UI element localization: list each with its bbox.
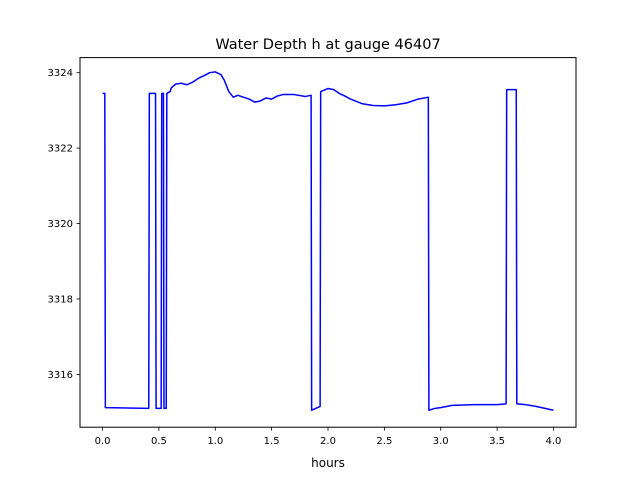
y-tick-label: 3318 <box>48 294 73 305</box>
x-tick-label: 3.5 <box>489 436 505 447</box>
x-tick-label: 4.0 <box>546 436 562 447</box>
series-line-0 <box>102 71 554 411</box>
axes-frame <box>79 57 577 428</box>
y-tick-label: 3322 <box>48 144 73 155</box>
x-tick-label: 0.0 <box>95 436 111 447</box>
x-axis-label: hours <box>311 456 345 470</box>
x-tick-label: 2.5 <box>376 436 392 447</box>
y-axis: 3316 3318 3320 3322 3324 <box>48 68 80 381</box>
series-layer <box>102 71 554 411</box>
x-tick-label: 2.0 <box>320 436 336 447</box>
y-tick-label: 3324 <box>48 68 73 79</box>
chart-title: Water Depth h at gauge 46407 <box>215 37 440 53</box>
y-tick-label: 3320 <box>48 219 73 230</box>
x-tick-label: 1.0 <box>207 436 223 447</box>
x-tick-label: 3.0 <box>433 436 449 447</box>
x-axis: 0.0 0.5 1.0 1.5 2.0 2.5 3.0 3.5 4.0 <box>95 427 562 447</box>
y-tick-label: 3316 <box>48 370 73 381</box>
x-tick-label: 0.5 <box>151 436 167 447</box>
x-tick-label: 1.5 <box>264 436 280 447</box>
